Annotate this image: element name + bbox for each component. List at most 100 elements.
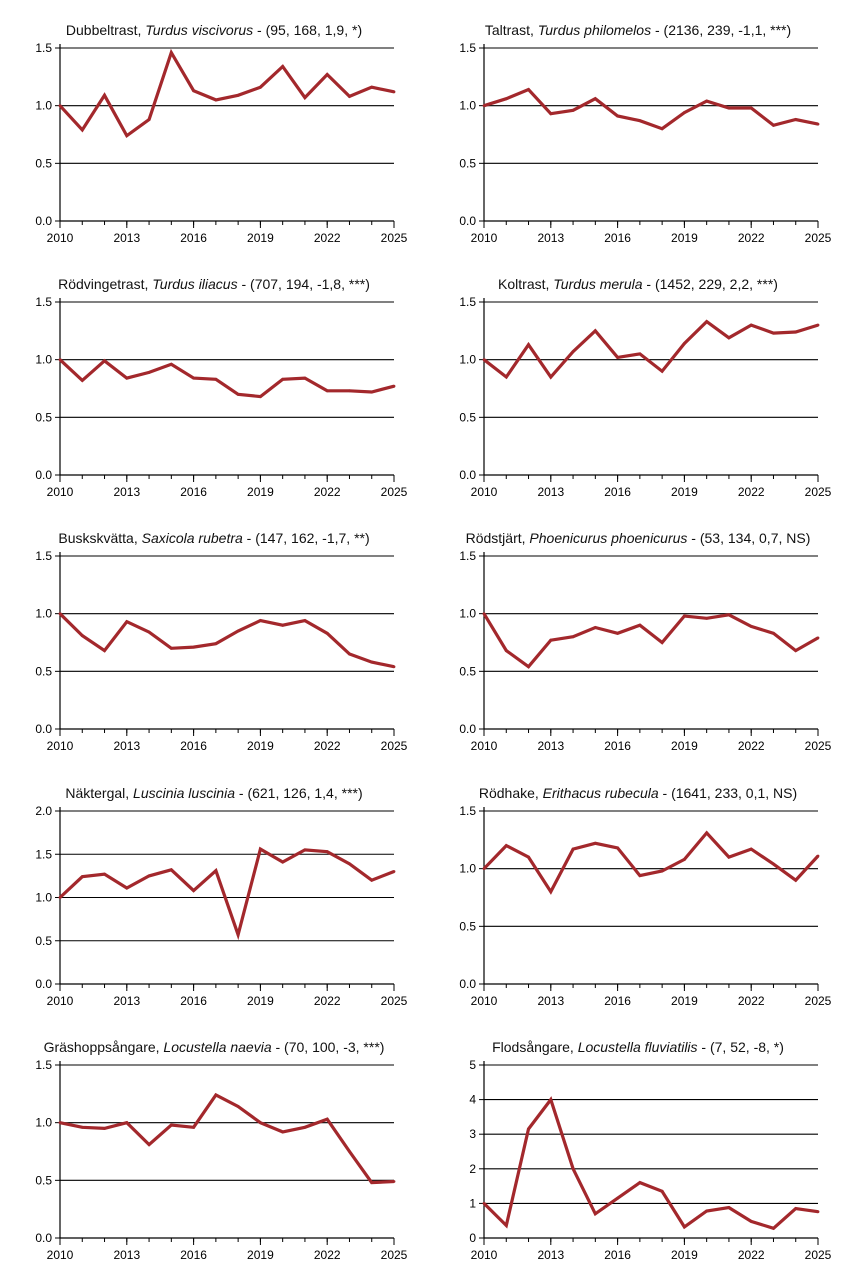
y-tick-label: 1.5 bbox=[35, 1058, 52, 1072]
data-point bbox=[370, 878, 374, 882]
data-point bbox=[527, 343, 530, 347]
data-point bbox=[527, 665, 530, 669]
x-tick-label: 2010 bbox=[471, 1248, 498, 1262]
data-point bbox=[504, 97, 508, 101]
data-point bbox=[392, 665, 396, 669]
data-point bbox=[169, 362, 173, 366]
data-point bbox=[125, 134, 129, 138]
series-line bbox=[58, 358, 395, 399]
data-point bbox=[549, 638, 553, 642]
line-chart: 0 1 2 3 4 5 2010 2013 2016 2019 2022 2025 bbox=[469, 1058, 831, 1262]
data-point bbox=[683, 111, 686, 114]
chart-title-common: Taltrast bbox=[484, 22, 530, 38]
chart-title-stats: - (2136, 239, -1,1, ***) bbox=[651, 22, 792, 38]
y-tick-label: 1.0 bbox=[459, 99, 476, 113]
y-tick-label: 1.5 bbox=[459, 804, 476, 818]
data-point bbox=[504, 1224, 508, 1227]
y-tick-label: 0.0 bbox=[459, 722, 476, 736]
series-line bbox=[58, 48, 395, 139]
data-point bbox=[638, 874, 642, 877]
data-point bbox=[727, 613, 731, 617]
data-point bbox=[147, 370, 151, 374]
data-point bbox=[325, 850, 329, 854]
data-point bbox=[549, 1098, 553, 1101]
data-point bbox=[549, 112, 553, 116]
y-tick-label: 1.5 bbox=[35, 549, 52, 563]
data-point bbox=[103, 872, 106, 876]
data-point bbox=[58, 104, 62, 108]
data-point bbox=[303, 376, 307, 380]
data-point bbox=[749, 106, 753, 110]
series-line bbox=[58, 846, 395, 941]
chart-title-latin: Locustella naevia bbox=[163, 1039, 272, 1055]
data-point bbox=[660, 869, 664, 873]
chart-title-stats: - (1452, 229, 2,2, ***) bbox=[642, 276, 778, 292]
y-tick-label: 0.5 bbox=[35, 410, 52, 424]
x-tick-label: 2025 bbox=[805, 485, 832, 499]
x-tick-label: 2013 bbox=[113, 231, 140, 245]
x-tick-label: 2025 bbox=[805, 994, 832, 1008]
data-point bbox=[80, 379, 84, 382]
data-point bbox=[392, 870, 396, 873]
data-point bbox=[683, 858, 686, 861]
data-point bbox=[125, 1121, 129, 1125]
chart-title-stats: - (70, 100, -3, ***) bbox=[271, 1039, 385, 1055]
y-tick-label: 1.0 bbox=[459, 353, 476, 367]
data-point bbox=[660, 641, 664, 644]
y-tick-label: 2 bbox=[469, 1162, 476, 1176]
x-tick-label: 2010 bbox=[47, 485, 74, 499]
x-tick-label: 2022 bbox=[314, 739, 341, 753]
line-chart: 0.0 0.5 1.0 1.5 2010 2013 2016 2019 2022 2025 bbox=[459, 549, 831, 753]
data-point bbox=[58, 1121, 62, 1125]
chart-title-latin: Turdus iliacus bbox=[152, 276, 238, 292]
x-tick-label: 2010 bbox=[471, 231, 498, 245]
chart-title-latin: Saxicola rubetra bbox=[141, 530, 243, 546]
data-point bbox=[259, 395, 262, 398]
data-point bbox=[103, 93, 106, 97]
data-point bbox=[705, 831, 709, 835]
data-point bbox=[325, 73, 329, 76]
y-tick-label: 1.5 bbox=[35, 847, 52, 861]
y-tick-label: 0.0 bbox=[459, 977, 476, 991]
data-point bbox=[325, 389, 329, 393]
y-tick-label: 0.0 bbox=[35, 1231, 52, 1245]
x-tick-label: 2019 bbox=[247, 231, 274, 245]
data-point bbox=[103, 359, 106, 363]
series-line bbox=[59, 1092, 395, 1185]
line-chart: 0.0 0.5 1.0 1.5 2010 2013 2016 2019 2022 2025 bbox=[35, 1058, 407, 1262]
data-point bbox=[236, 392, 240, 396]
chart-panel: Koltrast, Turdus merula - (1452, 229, 2,… bbox=[442, 270, 834, 506]
data-point bbox=[147, 1143, 151, 1146]
data-point bbox=[638, 119, 642, 123]
y-tick-label: 0.5 bbox=[35, 664, 52, 678]
data-point bbox=[192, 1125, 196, 1129]
x-tick-label: 2022 bbox=[314, 485, 341, 499]
data-point bbox=[348, 95, 351, 98]
chart-title-common: Koltrast bbox=[498, 276, 546, 292]
chart-title-common: Flodsångare bbox=[492, 1039, 570, 1055]
x-tick-label: 2019 bbox=[671, 994, 698, 1008]
data-point bbox=[348, 652, 351, 656]
x-tick-label: 2010 bbox=[47, 1248, 74, 1262]
series-line bbox=[58, 612, 395, 669]
data-point bbox=[794, 878, 798, 882]
y-tick-label: 4 bbox=[469, 1093, 476, 1107]
data-point bbox=[571, 635, 575, 639]
data-point bbox=[794, 330, 798, 334]
data-point bbox=[549, 890, 553, 894]
data-point bbox=[125, 620, 129, 624]
data-point bbox=[147, 630, 151, 634]
data-point bbox=[683, 614, 686, 618]
data-point bbox=[593, 97, 597, 101]
chart-title-stats: - (95, 168, 1,9, *) bbox=[253, 22, 363, 38]
y-tick-label: 1.5 bbox=[35, 41, 52, 55]
x-tick-label: 2016 bbox=[604, 485, 631, 499]
data-point bbox=[370, 660, 374, 664]
data-point bbox=[660, 127, 664, 131]
data-point bbox=[482, 612, 486, 616]
data-point bbox=[482, 1202, 486, 1205]
data-point bbox=[370, 85, 374, 89]
data-point bbox=[683, 1225, 686, 1229]
chart-title: Buskskvätta, Saxicola rubetra - (147, 16… bbox=[58, 530, 370, 546]
